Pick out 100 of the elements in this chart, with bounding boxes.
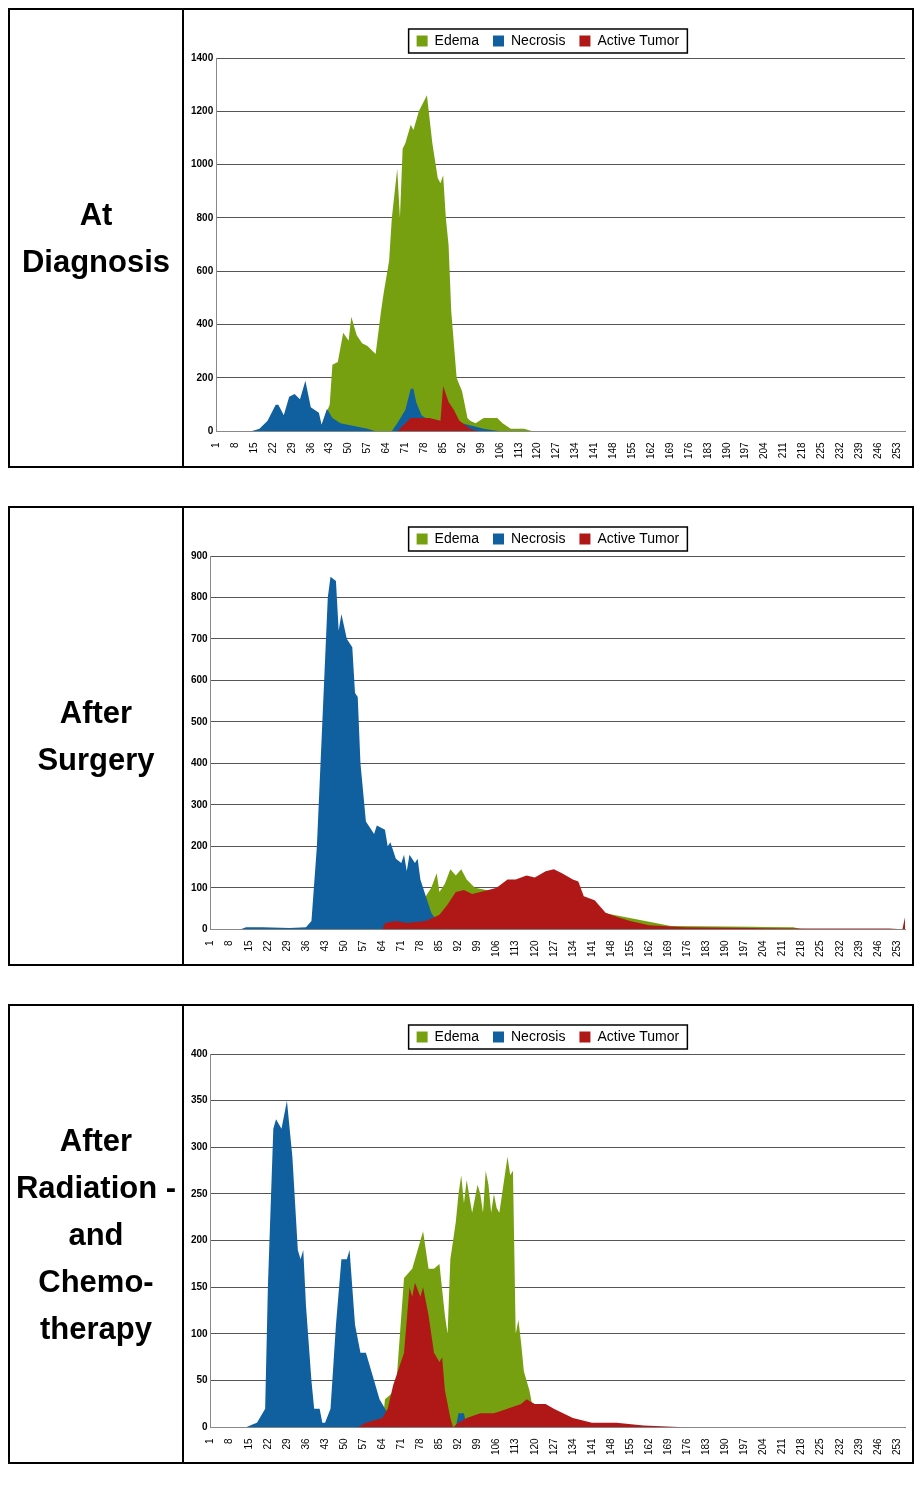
legend-label: Necrosis <box>510 1027 566 1044</box>
x-tick-label: 85 <box>433 1437 445 1450</box>
x-tick-label: 64 <box>376 939 387 952</box>
x-tick-label: 127 <box>547 939 559 957</box>
x-tick-label: 155 <box>623 1437 635 1455</box>
x-tick-label: 141 <box>585 939 597 957</box>
x-tick-label: 120 <box>528 939 540 957</box>
y-tick-label: 0 <box>202 923 209 935</box>
y-tick-label: 800 <box>191 591 209 603</box>
x-tick-label: 239 <box>852 441 864 459</box>
y-tick-label: 0 <box>202 1421 209 1433</box>
y-tick-label: 1000 <box>191 158 214 170</box>
x-tick-label: 15 <box>247 441 259 454</box>
legend-label: Edema <box>434 529 480 546</box>
x-tick-label: 64 <box>380 441 392 454</box>
x-tick-label: 57 <box>356 939 368 952</box>
x-tick-label: 218 <box>795 939 807 957</box>
x-tick-label: 29 <box>280 1437 292 1450</box>
x-tick-label: 29 <box>285 441 297 454</box>
x-tick-label: 148 <box>604 939 616 957</box>
x-tick-label: 239 <box>852 1437 864 1455</box>
x-tick-label: 162 <box>644 441 656 459</box>
x-tick-label: 176 <box>682 441 694 459</box>
x-tick-label: 50 <box>342 441 354 454</box>
x-tick-label: 197 <box>738 939 750 957</box>
y-tick-label: 600 <box>196 265 214 277</box>
x-tick-label: 99 <box>471 939 483 952</box>
x-tick-label: 64 <box>376 1437 387 1450</box>
x-tick-label: 1 <box>204 1437 216 1444</box>
y-tick-label: 100 <box>191 881 209 893</box>
x-tick-label: 148 <box>607 441 619 459</box>
x-tick-label: 99 <box>471 1437 483 1450</box>
x-tick-label: 8 <box>223 939 235 946</box>
y-tick-label: 0 <box>207 425 214 437</box>
y-tick-label: 800 <box>196 211 214 223</box>
y-tick-label: 700 <box>191 632 209 644</box>
x-tick-label: 85 <box>436 441 448 454</box>
x-tick-label: 134 <box>566 1437 578 1455</box>
x-tick-label: 211 <box>776 939 788 957</box>
x-tick-label: 148 <box>604 1437 616 1455</box>
x-tick-label: 50 <box>337 1437 349 1450</box>
x-tick-label: 190 <box>719 939 731 957</box>
x-tick-label: 169 <box>661 1437 673 1455</box>
x-tick-label: 15 <box>242 939 254 952</box>
x-tick-label: 57 <box>361 441 373 454</box>
x-tick-label: 197 <box>739 441 751 459</box>
x-tick-label: 57 <box>356 1437 368 1450</box>
x-tick-label: 92 <box>455 441 467 454</box>
y-tick-label: 50 <box>196 1374 209 1386</box>
y-tick-label: 150 <box>191 1281 209 1293</box>
x-tick-label: 106 <box>490 939 502 957</box>
x-tick-label: 155 <box>623 939 635 957</box>
x-tick-label: 29 <box>280 939 292 952</box>
legend-label: Edema <box>434 31 480 48</box>
x-tick-label: 22 <box>261 939 273 952</box>
x-tick-label: 246 <box>871 441 883 459</box>
x-tick-label: 204 <box>757 939 769 957</box>
legend-label: Active Tumor <box>597 529 680 546</box>
x-tick-label: 246 <box>871 939 883 957</box>
x-tick-label: 218 <box>795 1437 807 1455</box>
x-tick-label: 183 <box>700 939 712 957</box>
x-tick-label: 204 <box>757 1437 769 1455</box>
x-tick-label: 197 <box>738 1437 750 1455</box>
x-tick-label: 71 <box>399 441 411 454</box>
y-tick-label: 200 <box>191 840 209 852</box>
x-tick-label: 113 <box>512 441 524 459</box>
x-tick-label: 22 <box>261 1437 273 1450</box>
y-tick-label: 200 <box>196 371 214 383</box>
x-tick-label: 78 <box>417 441 429 454</box>
x-tick-label: 92 <box>452 939 464 952</box>
y-tick-label: 350 <box>191 1094 209 1106</box>
y-tick-label: 200 <box>191 1234 209 1246</box>
y-tick-label: 400 <box>191 1047 209 1059</box>
x-tick-label: 190 <box>720 441 732 459</box>
x-tick-label: 8 <box>223 1437 235 1444</box>
legend-label: Edema <box>434 1027 480 1044</box>
x-tick-label: 1 <box>204 939 216 946</box>
x-tick-label: 169 <box>663 441 675 459</box>
x-tick-label: 169 <box>661 939 673 957</box>
x-tick-label: 120 <box>528 1437 540 1455</box>
x-tick-label: 162 <box>642 1437 654 1455</box>
x-tick-label: 176 <box>681 939 693 957</box>
legend-label: Active Tumor <box>597 31 680 48</box>
x-tick-label: 43 <box>318 939 330 952</box>
y-tick-label: 100 <box>191 1327 209 1339</box>
x-tick-label: 50 <box>337 939 349 952</box>
x-tick-label: 155 <box>625 441 637 459</box>
x-tick-label: 127 <box>547 1437 559 1455</box>
y-tick-label: 1400 <box>191 51 214 63</box>
y-tick-label: 400 <box>191 757 209 769</box>
x-tick-label: 141 <box>585 1437 597 1455</box>
x-tick-label: 120 <box>531 441 543 459</box>
y-tick-label: 500 <box>191 715 209 727</box>
legend-label: Active Tumor <box>597 1027 680 1044</box>
text: After Radiation - and Chemo-therapy <box>10 1006 184 1462</box>
x-tick-label: 232 <box>833 1437 845 1455</box>
x-tick-label: 211 <box>776 1437 788 1455</box>
x-tick-label: 22 <box>266 441 278 454</box>
x-tick-label: 162 <box>642 939 654 957</box>
x-tick-label: 36 <box>299 1437 311 1450</box>
